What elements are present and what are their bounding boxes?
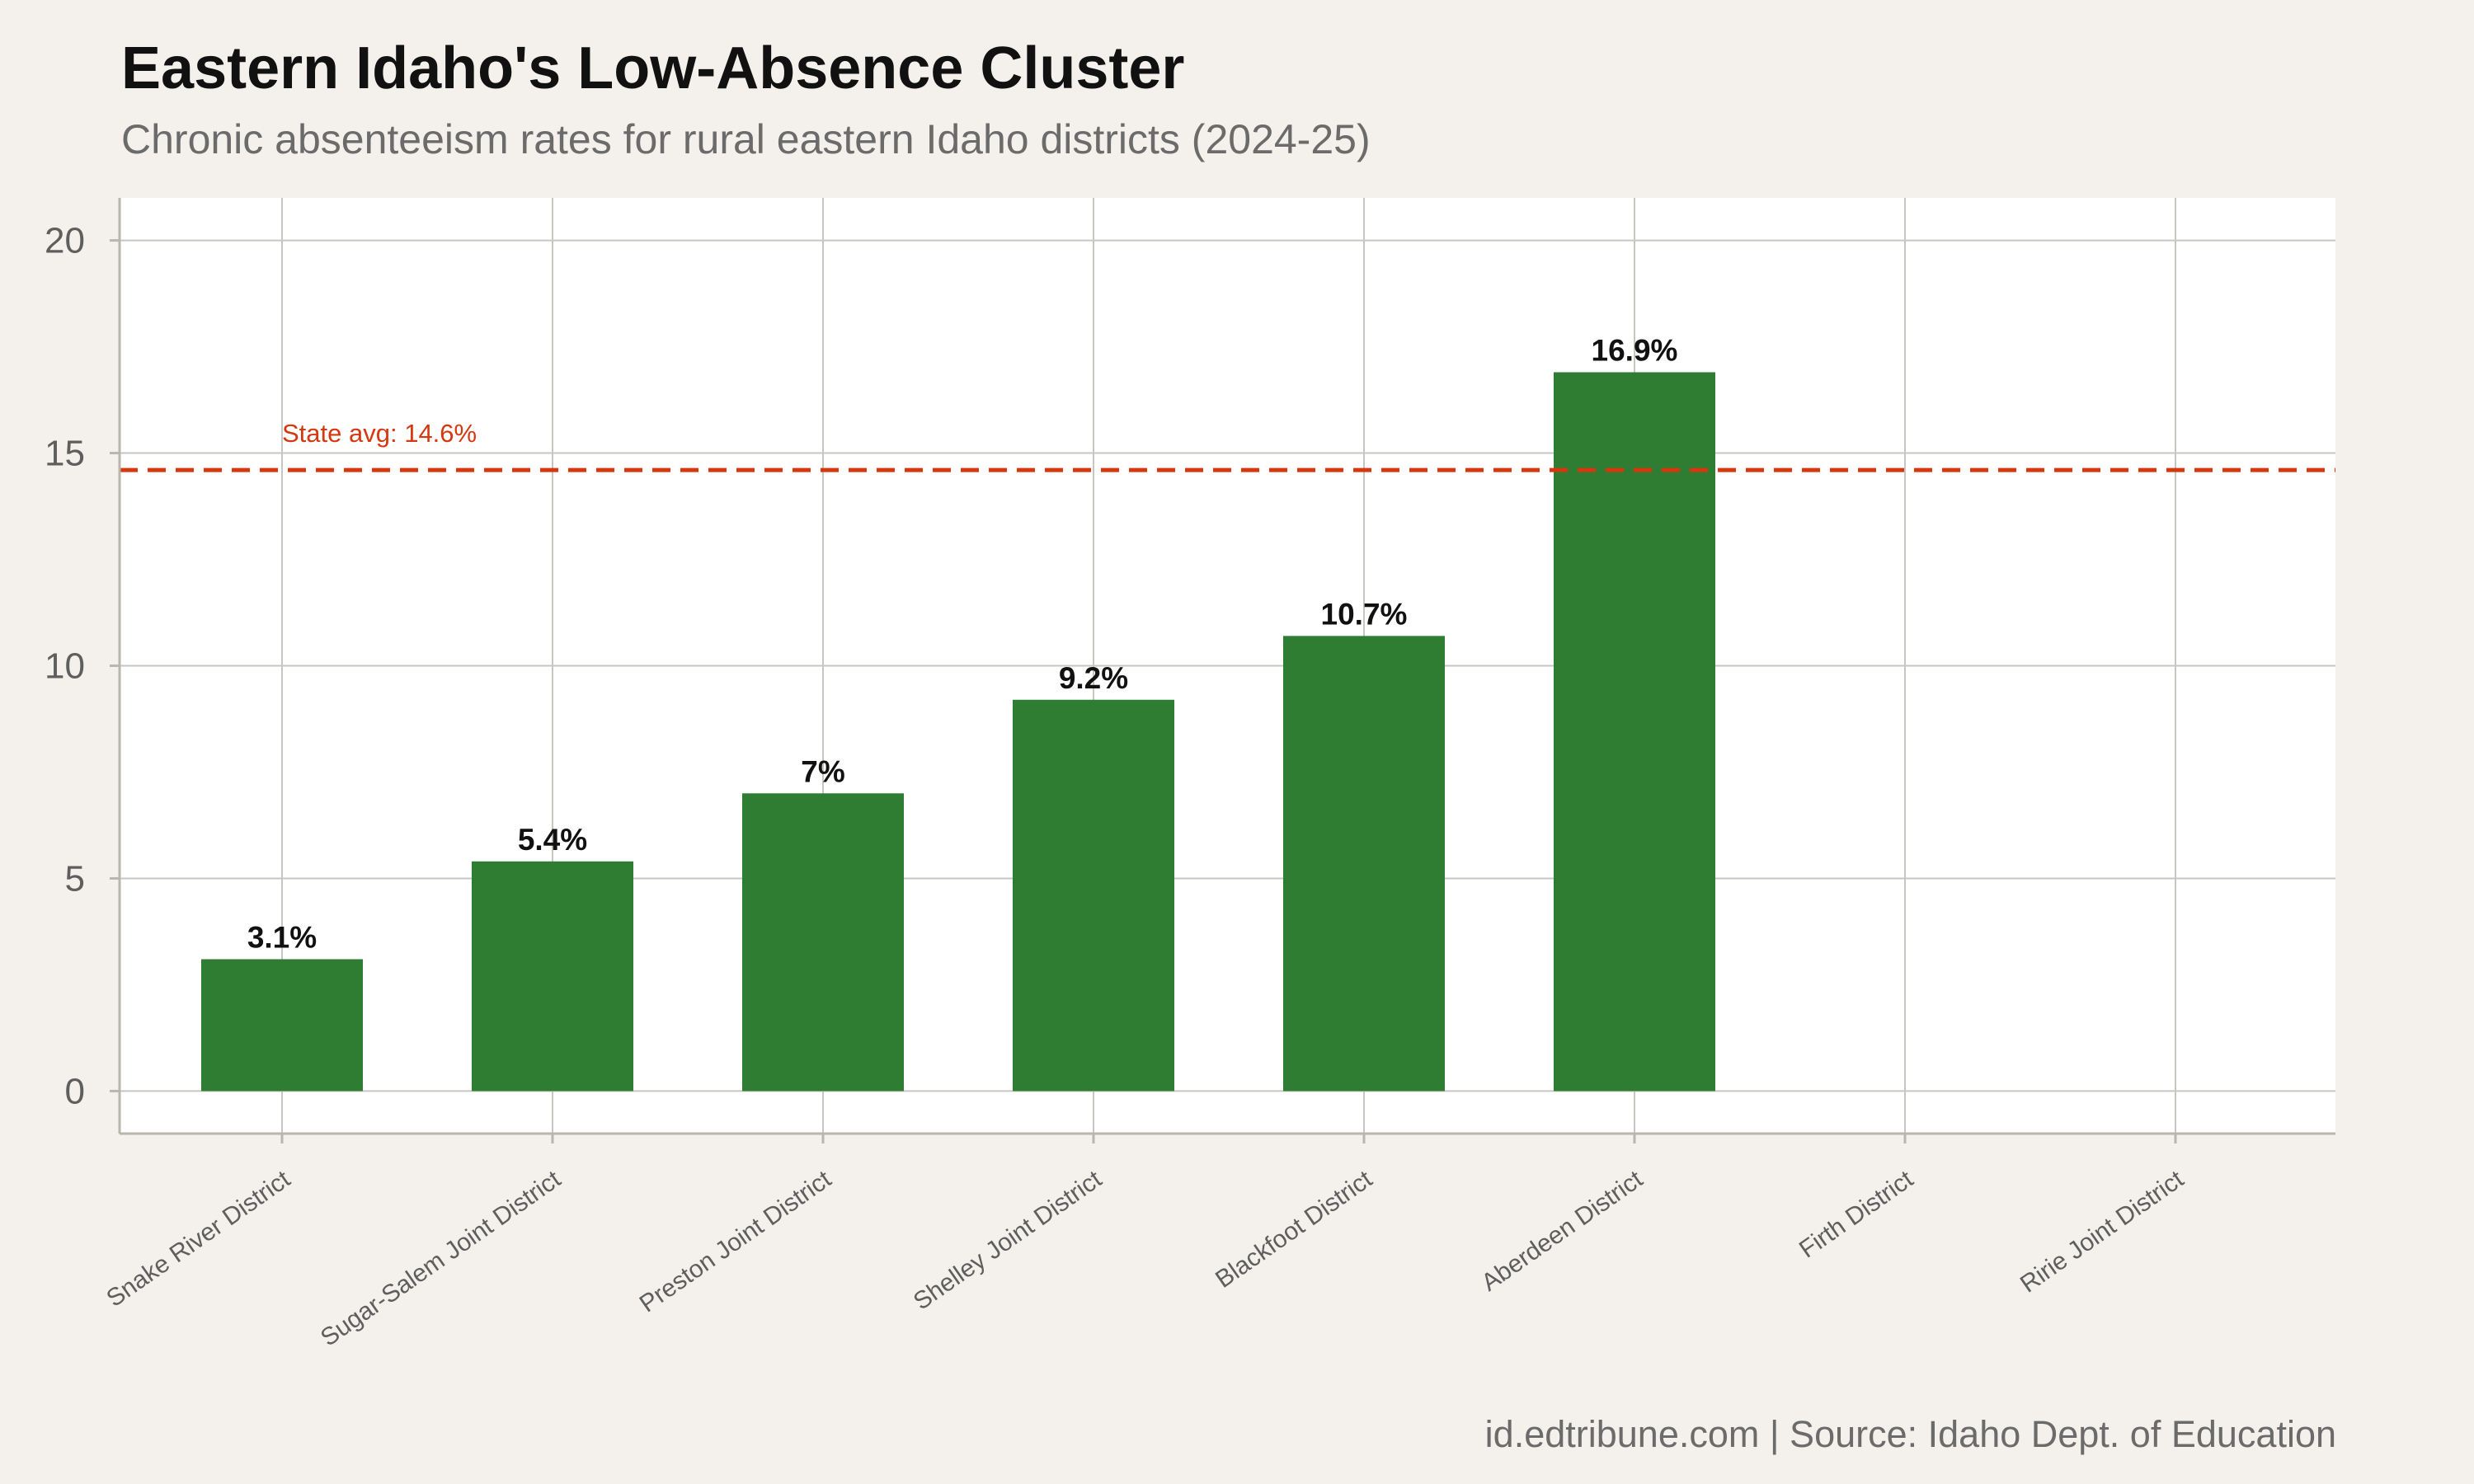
x-tick-label: Preston Joint District (635, 1165, 837, 1317)
bar-value-label: 10.7% (1321, 597, 1408, 631)
y-tick-labels: 0 5 10 15 20 (45, 221, 85, 1112)
bar (1283, 636, 1445, 1092)
y-tick-label: 15 (45, 434, 85, 474)
axes (110, 198, 2335, 1144)
source-caption: id.edtribune.com | Source: Idaho Dept. o… (1484, 1413, 2336, 1455)
bars (201, 372, 1715, 1092)
x-tick-labels: Snake River District Sugar-Salem Joint Di… (101, 1165, 2189, 1351)
x-tick-label: Shelley Joint District (909, 1165, 1108, 1315)
bar (742, 793, 904, 1092)
state-average-label: State avg: 14.6% (282, 419, 477, 448)
y-tick-label: 20 (45, 221, 85, 261)
x-tick-label: Ririe Joint District (2015, 1165, 2189, 1298)
bar-value-labels: 3.1% 5.4% 7% 9.2% 10.7% 16.9% (247, 334, 1678, 955)
x-tick-label: Aberdeen District (1477, 1165, 1649, 1296)
bar-value-label: 5.4% (518, 823, 587, 857)
bar (472, 861, 633, 1092)
x-tick-label: Snake River District (101, 1165, 295, 1312)
chart-subtitle: Chronic absenteeism rates for rural east… (121, 116, 1371, 162)
bar-value-label: 9.2% (1059, 661, 1128, 695)
bar (201, 959, 363, 1092)
y-tick-label: 0 (65, 1071, 85, 1111)
bar (1554, 372, 1715, 1092)
bar-value-label: 3.1% (247, 920, 317, 954)
chart-title: Eastern Idaho's Low-Absence Cluster (121, 35, 1185, 101)
x-tick-label: Sugar-Salem Joint District (316, 1165, 567, 1351)
bar-value-label: 16.9% (1592, 334, 1678, 368)
bar-value-label: 7% (801, 754, 844, 788)
y-tick-label: 10 (45, 646, 85, 687)
x-tick-label: Blackfoot District (1211, 1165, 1377, 1294)
y-tick-label: 5 (65, 858, 85, 899)
bar (1013, 699, 1174, 1092)
x-tick-label: Firth District (1794, 1165, 1919, 1263)
